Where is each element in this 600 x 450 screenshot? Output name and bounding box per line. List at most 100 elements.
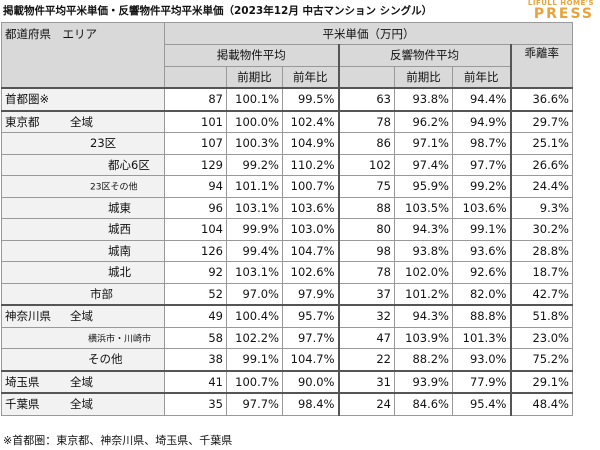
- value-cell: 100.1%: [226, 87, 283, 111]
- value-cell: 97.4%: [394, 153, 453, 176]
- value-cell: 103.6%: [282, 196, 339, 219]
- value-cell: 101.3%: [452, 326, 511, 349]
- value-cell: 78: [337, 261, 395, 284]
- value-cell: 110.2%: [282, 153, 339, 176]
- table-row: 市部 52 97.0% 97.9% 37 101.2% 82.0% 42.7%: [1, 282, 573, 306]
- row-label: 千葉県 全域: [1, 392, 165, 416]
- value-cell: 104: [164, 218, 227, 241]
- value-cell: 42.7%: [509, 282, 573, 306]
- value-cell: 99.9%: [226, 218, 283, 241]
- value-cell: 96: [164, 196, 227, 219]
- table-row: 都心6区 129 99.2% 110.2% 102 97.4% 97.7% 26.6%: [1, 153, 573, 176]
- area-label: 23区その他: [90, 182, 138, 193]
- sub-header: 前期比: [394, 65, 453, 89]
- value-cell: 24: [337, 392, 395, 416]
- value-cell: 93.8%: [394, 239, 453, 262]
- value-cell: 41: [164, 369, 227, 394]
- value-cell: 99.5%: [282, 87, 339, 111]
- value-cell: 97.7%: [452, 153, 511, 176]
- value-cell: 102.6%: [282, 261, 339, 284]
- area-label: 城南: [108, 243, 131, 258]
- value-cell: 92: [164, 261, 227, 284]
- value-cell: 99.1%: [226, 348, 283, 371]
- sub-header: 前期比: [226, 65, 283, 89]
- value-cell: 48.4%: [509, 392, 573, 416]
- logo-bottom: PRESS: [533, 6, 594, 22]
- value-cell: 103.1%: [226, 196, 283, 219]
- value-cell: 102: [337, 153, 395, 176]
- value-cell: 94.3%: [394, 304, 453, 328]
- row-label: 都心6区: [1, 153, 165, 176]
- value-cell: 94.4%: [452, 87, 511, 111]
- value-cell: 101: [164, 109, 227, 133]
- value-cell: 96.2%: [394, 109, 453, 133]
- region-label: 首都圏※: [5, 92, 50, 107]
- value-cell: 93.0%: [452, 348, 511, 371]
- value-cell: 104.9%: [282, 132, 339, 155]
- area-header: 都道府県 エリア: [1, 22, 165, 89]
- value-cell: 23.0%: [509, 326, 573, 349]
- value-cell: 98: [337, 239, 395, 262]
- value-cell: 93.9%: [394, 369, 453, 394]
- value-cell: 95.4%: [452, 392, 511, 416]
- value-cell: 32: [337, 304, 395, 328]
- value-cell: 93.8%: [394, 87, 453, 111]
- value-cell: 30.2%: [509, 218, 573, 241]
- area-label: 全域: [70, 374, 93, 389]
- value-cell: 35: [164, 392, 227, 416]
- value-cell: 103.6%: [452, 196, 511, 219]
- price-table: 都道府県 エリア 平米単価（万円） 掲載物件平均 反響物件平均 乖離率 前期比 …: [1, 22, 573, 416]
- value-cell: 102.2%: [226, 326, 283, 349]
- value-cell: 77.9%: [452, 369, 511, 394]
- value-cell: 22: [337, 348, 395, 371]
- value-cell: 28.8%: [509, 239, 573, 262]
- value-cell: 47: [337, 326, 395, 349]
- value-cell: 37: [337, 282, 395, 306]
- table-row: 横浜市・川崎市 58 102.2% 97.7% 47 103.9% 101.3% 23.0%: [1, 326, 573, 349]
- value-cell: 129: [164, 153, 227, 176]
- value-cell: 58: [164, 326, 227, 349]
- value-cell: 94: [164, 175, 227, 198]
- region-label: 埼玉県: [5, 374, 40, 389]
- area-label: 全域: [70, 309, 93, 324]
- value-cell: 88.2%: [394, 348, 453, 371]
- area-label: 市部: [90, 286, 113, 301]
- value-cell: 102.0%: [394, 261, 453, 284]
- value-cell: 87: [164, 87, 227, 111]
- row-label: 横浜市・川崎市: [1, 326, 165, 349]
- value-cell: 101.1%: [226, 175, 283, 198]
- table-row: 東京都 全域 101 100.0% 102.4% 78 96.2% 94.9% 29.7%: [1, 109, 573, 133]
- title: 掲載物件平均平米単価・反響物件平均平米単価（2023年12月 中古マンション シ…: [3, 5, 433, 17]
- table-row: 埼玉県 全域 41 100.7% 90.0% 31 93.9% 77.9% 29.1%: [1, 369, 573, 394]
- value-cell: 93.6%: [452, 239, 511, 262]
- row-label: 市部: [1, 282, 165, 306]
- value-cell: 99.4%: [226, 239, 283, 262]
- table-row: その他 38 99.1% 104.7% 22 88.2% 93.0% 75.2%: [1, 348, 573, 371]
- value-cell: 82.0%: [452, 282, 511, 306]
- area-label: 全域: [70, 397, 93, 412]
- table-row: 城南 126 99.4% 104.7% 98 93.8% 93.6% 28.8%: [1, 239, 573, 262]
- gap-header: 乖離率: [509, 44, 573, 89]
- value-cell: 100.4%: [226, 304, 283, 328]
- table-row: 神奈川県 全域 49 100.4% 95.7% 32 94.3% 88.8% 51.8%: [1, 304, 573, 328]
- value-cell: 75.2%: [509, 348, 573, 371]
- value-cell: 103.9%: [394, 326, 453, 349]
- area-label: 城北: [108, 265, 131, 280]
- value-cell: 99.2%: [452, 175, 511, 198]
- value-cell: 103.5%: [394, 196, 453, 219]
- value-cell: 86: [337, 132, 395, 155]
- inquiry-header: 反響物件平均: [337, 44, 511, 67]
- value-cell: 95.9%: [394, 175, 453, 198]
- logo: LIFULL HOME'S PRESS: [528, 0, 594, 21]
- value-cell: 31: [337, 369, 395, 394]
- row-label: 城西: [1, 218, 165, 241]
- value-cell: 97.1%: [394, 132, 453, 155]
- value-cell: 92.6%: [452, 261, 511, 284]
- area-label: その他: [88, 352, 123, 367]
- value-cell: 78: [337, 109, 395, 133]
- value-cell: 107: [164, 132, 227, 155]
- row-label: 東京都 全域: [1, 109, 165, 133]
- value-cell: 100.0%: [226, 109, 283, 133]
- value-cell: 100.7%: [282, 175, 339, 198]
